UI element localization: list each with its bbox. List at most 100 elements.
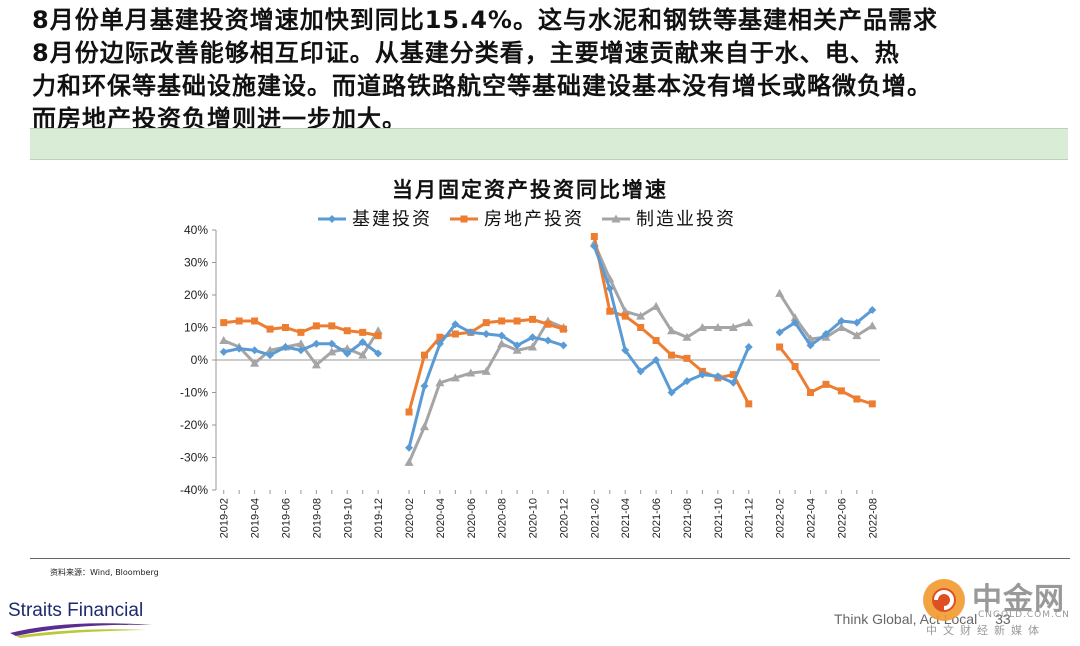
data-point: [265, 345, 275, 354]
data-point: [419, 422, 429, 431]
x-tick-label: 2019-08: [311, 498, 323, 538]
brand-swoosh-icon: [10, 623, 152, 638]
y-tick-label: -40%: [180, 483, 208, 497]
data-point: [559, 341, 568, 350]
data-point: [435, 378, 445, 387]
y-tick-label: 40%: [184, 223, 208, 237]
x-tick-label: 2021-06: [651, 498, 663, 538]
data-point: [374, 332, 382, 340]
x-tick-label: 2019-04: [250, 498, 262, 538]
data-point: [713, 323, 723, 331]
data-point: [698, 370, 707, 379]
data-point: [327, 347, 337, 356]
data-point: [744, 343, 753, 351]
highlight-band: [30, 128, 1068, 160]
data-point: [807, 389, 815, 396]
data-point: [791, 363, 799, 370]
data-point: [296, 346, 305, 355]
data-point: [358, 350, 368, 359]
x-tick-label: 2021-12: [744, 498, 756, 538]
data-point: [636, 311, 646, 320]
data-point: [611, 214, 621, 223]
divider: [30, 558, 1070, 559]
data-point: [281, 324, 289, 331]
data-point: [605, 284, 614, 293]
data-point: [729, 378, 738, 387]
data-point: [297, 328, 305, 336]
data-point: [776, 343, 784, 351]
data-point: [837, 387, 845, 395]
data-point: [683, 354, 691, 362]
data-point: [513, 341, 522, 350]
data-point: [466, 328, 475, 337]
data-point: [529, 315, 537, 323]
watermark: 中金网 CNGOLD.COM.CN 中文财经新媒体: [920, 574, 1070, 637]
data-point: [460, 215, 468, 223]
data-point: [821, 330, 830, 338]
data-point: [697, 323, 707, 331]
data-point: [652, 356, 661, 364]
line-chart: -40% -30% -20% -10% 0% 10% 20% 30% 40% 2019-02 201…: [180, 209, 880, 538]
data-point: [266, 351, 275, 360]
y-tick-label: 20%: [184, 288, 208, 302]
x-tick-label: 2022-08: [867, 498, 879, 538]
data-point: [590, 242, 599, 251]
data-point: [668, 351, 676, 359]
chart-title: 当月固定资产投资同比增速: [392, 178, 668, 202]
data-point: [219, 336, 229, 344]
x-tick-label: 2021-10: [713, 498, 725, 538]
data-point: [311, 360, 321, 369]
data-point: [621, 346, 630, 355]
data-point: [404, 457, 414, 466]
data-point: [450, 373, 460, 382]
x-tick-label: 2020-04: [435, 498, 447, 538]
data-point: [436, 333, 444, 341]
data-point: [852, 331, 862, 340]
data-point: [775, 328, 784, 337]
data-point: [220, 319, 228, 327]
data-point: [405, 443, 414, 452]
x-tick-label: 2022-06: [836, 498, 848, 538]
data-point: [652, 337, 660, 344]
data-point: [853, 395, 861, 403]
y-tick-label: 0%: [191, 353, 209, 367]
data-point: [359, 328, 367, 336]
data-point: [497, 339, 507, 348]
series-line: [407, 322, 564, 449]
data-point: [497, 331, 506, 340]
data-point: [405, 408, 413, 416]
data-point: [544, 320, 552, 328]
y-tick-label: -30%: [180, 451, 208, 465]
data-point: [343, 327, 351, 335]
data-point: [250, 346, 259, 355]
data-point: [482, 319, 490, 327]
data-point: [281, 343, 290, 351]
x-tick-label: 2021-08: [682, 498, 694, 538]
data-point: [250, 358, 260, 367]
data-point: [790, 313, 800, 322]
data-point: [806, 341, 815, 350]
watermark-name: 中金网: [972, 582, 1065, 617]
legend-label: 基建投资: [352, 209, 432, 229]
cngold-logo-icon: [923, 579, 965, 621]
data-point: [327, 339, 336, 348]
data-point: [358, 338, 367, 347]
data-point: [621, 312, 629, 320]
data-point: [451, 330, 459, 338]
source-note: 资料来源：Wind, Bloomberg: [50, 568, 159, 577]
x-tick-label: 2019-02: [219, 498, 231, 538]
data-point: [791, 318, 800, 327]
data-point: [559, 325, 567, 333]
page-number: 33: [995, 611, 1011, 627]
data-point: [775, 288, 785, 297]
data-point: [219, 347, 228, 356]
data-point: [637, 324, 645, 331]
data-point: [728, 323, 738, 331]
x-tick-label: 2021-02: [589, 498, 601, 538]
legend-label: 制造业投资: [636, 209, 736, 229]
data-point: [420, 351, 428, 359]
data-point: [296, 339, 306, 348]
legend-label: 房地产投资: [484, 209, 584, 229]
data-point: [606, 307, 614, 315]
data-point: [235, 344, 244, 353]
